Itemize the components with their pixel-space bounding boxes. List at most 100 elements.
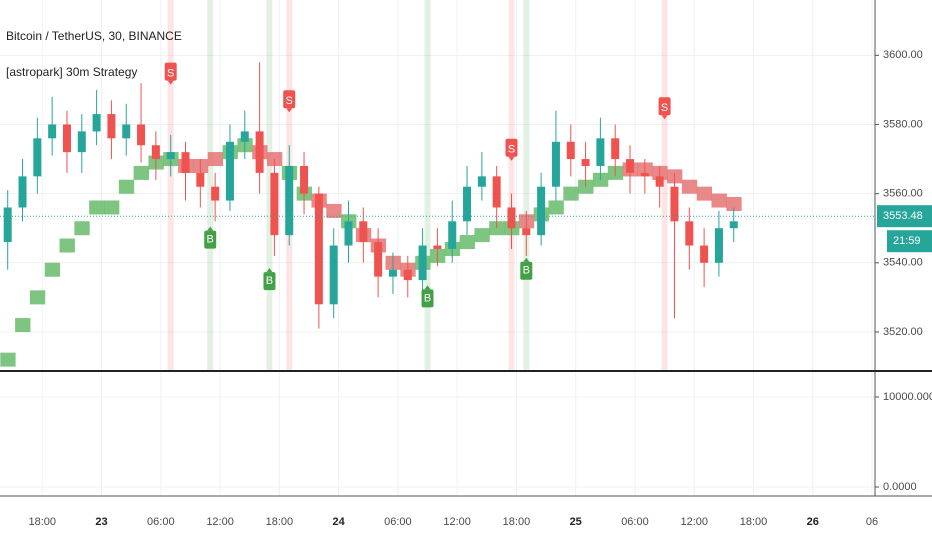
candle-body bbox=[77, 131, 86, 153]
strategy-band bbox=[118, 179, 135, 194]
candle-body bbox=[463, 186, 472, 222]
candle-body bbox=[507, 207, 516, 229]
strategy-band bbox=[74, 221, 90, 236]
signal-label: S bbox=[286, 95, 293, 107]
strategy-band bbox=[711, 193, 727, 208]
x-tick-label: 12:00 bbox=[443, 516, 471, 528]
signal-shade bbox=[661, 0, 668, 370]
x-tick-label: 18:00 bbox=[740, 516, 768, 528]
strategy-band bbox=[59, 238, 75, 253]
strategy-band bbox=[726, 197, 742, 212]
candle-body bbox=[107, 114, 116, 139]
x-tick-label: 26 bbox=[807, 516, 819, 528]
candle-body bbox=[418, 245, 427, 281]
candle-body bbox=[581, 159, 590, 166]
candle-body bbox=[359, 221, 368, 243]
signal-marker: S bbox=[164, 62, 177, 85]
x-tick-label: 06 bbox=[866, 516, 878, 528]
candle-body bbox=[18, 176, 27, 208]
signal-pointer bbox=[508, 156, 515, 161]
signal-marker: S bbox=[505, 138, 518, 161]
x-tick-label: 24 bbox=[332, 516, 345, 528]
signal-label: S bbox=[167, 68, 174, 80]
candle-body bbox=[137, 124, 146, 146]
signal-pointer bbox=[167, 80, 174, 85]
strategy-band bbox=[44, 262, 61, 277]
candle-body bbox=[551, 141, 560, 187]
x-tick-label: 06:00 bbox=[147, 516, 175, 528]
signal-pointer bbox=[523, 257, 530, 262]
strategy-band bbox=[459, 235, 475, 250]
strategy-band bbox=[474, 228, 490, 243]
signal-label: B bbox=[207, 234, 214, 246]
candle-body bbox=[374, 242, 383, 277]
candle-body bbox=[626, 159, 635, 173]
candle-body bbox=[181, 152, 190, 173]
signal-box bbox=[421, 289, 434, 308]
marks: S S S S B B B B bbox=[0, 0, 875, 370]
candle-body bbox=[433, 245, 442, 249]
y-tick-label: 3540.00 bbox=[883, 257, 923, 269]
signal-label: S bbox=[661, 102, 668, 114]
indicator-title: [astropark] 30m Strategy bbox=[6, 65, 137, 79]
strategy-band bbox=[326, 203, 342, 218]
x-tick-label: 23 bbox=[95, 516, 107, 528]
candle-body bbox=[537, 186, 546, 236]
signal-marker: S bbox=[283, 90, 296, 113]
strategy-band bbox=[207, 152, 224, 167]
candle-body bbox=[225, 141, 234, 201]
signal-shade bbox=[207, 0, 214, 370]
x-tick-label: 18:00 bbox=[503, 516, 531, 528]
y2-tick-label: 10000.0000 bbox=[883, 391, 932, 403]
candle-body bbox=[403, 269, 412, 281]
candle-body bbox=[48, 124, 57, 139]
countdown-box bbox=[887, 230, 932, 253]
signal-marker: B bbox=[421, 285, 434, 308]
candle-body bbox=[33, 138, 42, 177]
chart-title: Bitcoin / TetherUS, 30, BINANCE bbox=[6, 29, 182, 43]
candle-body bbox=[670, 186, 679, 222]
y-tick-label: 3600.00 bbox=[883, 49, 923, 61]
signal-shade bbox=[167, 0, 174, 370]
x-tick-label: 06:00 bbox=[384, 516, 412, 528]
candle-body bbox=[714, 228, 723, 263]
strategy-band bbox=[0, 352, 16, 367]
candle-body bbox=[492, 176, 501, 208]
candle-body bbox=[151, 145, 160, 160]
strategy-band bbox=[696, 186, 713, 201]
signal-shade bbox=[266, 0, 273, 370]
candle-body bbox=[477, 176, 486, 187]
candle-body bbox=[270, 172, 279, 236]
strategy-band bbox=[15, 318, 31, 333]
candle-body bbox=[240, 131, 249, 142]
x-tick-label: 25 bbox=[570, 516, 582, 528]
candle-body bbox=[344, 221, 353, 246]
signal-box bbox=[263, 272, 276, 291]
candle-body bbox=[122, 124, 131, 139]
axes: 18:00 23 06:00 12:00 18:00 24 06:00 12:00 18:00 2… bbox=[29, 49, 932, 528]
signal-marker: B bbox=[263, 268, 276, 291]
y-tick-label: 3560.00 bbox=[883, 188, 923, 200]
last-price-box bbox=[877, 205, 932, 228]
candle-body bbox=[211, 186, 220, 201]
signal-pointer bbox=[207, 226, 214, 231]
signal-label: B bbox=[424, 292, 431, 304]
candle-body bbox=[729, 221, 738, 229]
last-price-label: 3553.48 bbox=[883, 210, 923, 222]
signal-pointer bbox=[424, 285, 431, 290]
x-tick-label: 18:00 bbox=[29, 516, 57, 528]
signal-box bbox=[520, 261, 533, 280]
candle-body bbox=[640, 172, 649, 177]
signal-box bbox=[283, 90, 296, 109]
candle-body bbox=[596, 138, 605, 166]
candle-body bbox=[611, 138, 620, 160]
y2-tick-label: 0.0000 bbox=[883, 481, 917, 493]
countdown-label: 21:59 bbox=[893, 235, 921, 247]
candle-body bbox=[62, 124, 71, 153]
candle-body bbox=[685, 221, 694, 246]
candle-body bbox=[300, 165, 309, 194]
candle-body bbox=[196, 172, 205, 187]
signal-box bbox=[505, 138, 518, 157]
candle-body bbox=[522, 228, 531, 236]
